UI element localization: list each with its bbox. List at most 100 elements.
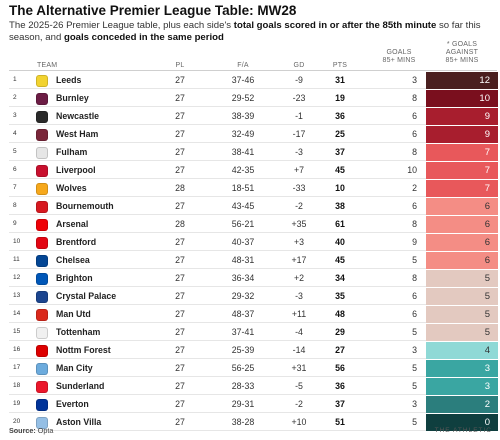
goal-difference-cell: -14: [292, 345, 306, 355]
played-cell: 27: [175, 381, 185, 391]
subtitle-bold1: total goals scored in or after the 85th …: [233, 20, 437, 31]
header-against: * GOALS AGAINST 85+ MINS: [426, 41, 498, 65]
points-cell: 45: [335, 255, 345, 265]
rank-cell: 15: [13, 328, 21, 335]
for-against-cell: 38-39: [231, 111, 255, 121]
played-cell: 27: [175, 291, 185, 301]
points-cell: 19: [335, 93, 345, 103]
points-cell: 45: [335, 165, 345, 175]
header-pts: PTS: [332, 62, 348, 69]
late-goals-against-cell: 6: [426, 252, 498, 269]
rank-cell: 13: [13, 292, 21, 299]
goal-difference-cell: +35: [291, 219, 307, 229]
played-cell: 27: [175, 147, 185, 157]
for-against-cell: 18-51: [231, 183, 255, 193]
late-goals-cell: 2: [412, 183, 417, 193]
header-against-line1: * GOALS: [446, 41, 478, 48]
goal-difference-cell: -4: [295, 327, 303, 337]
goal-difference-cell: +11: [291, 309, 307, 319]
points-cell: 56: [335, 363, 345, 373]
for-against-cell: 37-46: [231, 75, 255, 85]
team-name: Nottm Forest: [56, 345, 111, 355]
table-row: 13 Crystal Palace 27 29-32 -3 35 6 5: [0, 288, 500, 305]
team-name: Sunderland: [56, 381, 105, 391]
subtitle-bold2: goals conceded in the same period: [63, 31, 224, 43]
late-goals-against-cell: 7: [426, 180, 498, 197]
team-name: West Ham: [56, 129, 99, 139]
table-row: 10 Brentford 27 40-37 +3 40 9 6: [0, 234, 500, 251]
for-against-cell: 43-45: [231, 201, 255, 211]
row-divider: [9, 376, 426, 377]
table-row: 1 Leeds 27 37-46 -9 31 3 12: [0, 72, 500, 89]
team-name: Burnley: [56, 93, 89, 103]
row-divider: [9, 340, 426, 341]
late-goals-cell: 5: [412, 381, 417, 391]
for-against-cell: 38-41: [231, 147, 255, 157]
goal-difference-cell: -2: [295, 399, 303, 409]
row-divider: [9, 106, 426, 107]
crystal-palace-crest-icon: [36, 291, 48, 303]
row-divider: [9, 412, 426, 413]
rank-cell: 3: [13, 112, 17, 119]
points-cell: 38: [335, 201, 345, 211]
for-against-cell: 29-32: [231, 291, 255, 301]
played-cell: 28: [175, 183, 185, 193]
points-cell: 36: [335, 111, 345, 121]
late-goals-against-cell: 3: [426, 378, 498, 395]
late-goals-against-cell: 12: [426, 72, 498, 89]
rank-cell: 1: [13, 76, 17, 83]
late-goals-cell: 3: [412, 399, 417, 409]
points-cell: 48: [335, 309, 345, 319]
brand-logo: THE ATHLETIC: [434, 427, 492, 434]
team-name: Man City: [56, 363, 93, 373]
row-divider: [9, 394, 426, 395]
played-cell: 27: [175, 363, 185, 373]
points-cell: 37: [335, 147, 345, 157]
row-divider: [9, 232, 426, 233]
header-pl: PL: [175, 62, 185, 69]
row-divider: [9, 142, 426, 143]
row-divider: [9, 196, 426, 197]
team-name: Brighton: [56, 273, 93, 283]
team-name: Brentford: [56, 237, 97, 247]
for-against-cell: 25-39: [231, 345, 255, 355]
late-goals-cell: 8: [412, 93, 417, 103]
late-goals-against-cell: 0: [426, 414, 498, 431]
sunderland-crest-icon: [36, 381, 48, 393]
late-goals-cell: 8: [412, 147, 417, 157]
late-goals-cell: 9: [412, 237, 417, 247]
played-cell: 27: [175, 345, 185, 355]
table-row: 18 Sunderland 27 28-33 -5 36 5 3: [0, 378, 500, 395]
played-cell: 27: [175, 255, 185, 265]
table-row: 4 West Ham 27 32-49 -17 25 6 9: [0, 126, 500, 143]
points-cell: 51: [335, 417, 345, 427]
team-name: Liverpool: [56, 165, 96, 175]
row-divider: [9, 268, 426, 269]
late-goals-against-cell: 9: [426, 126, 498, 143]
for-against-cell: 40-37: [231, 237, 255, 247]
table-row: 17 Man City 27 56-25 +31 56 5 3: [0, 360, 500, 377]
team-name: Leeds: [56, 75, 82, 85]
chelsea-crest-icon: [36, 255, 48, 267]
table-row: 5 Fulham 27 38-41 -3 37 8 7: [0, 144, 500, 161]
header-gd: GD: [293, 62, 305, 69]
late-goals-cell: 6: [412, 291, 417, 301]
man-city-crest-icon: [36, 363, 48, 375]
played-cell: 27: [175, 75, 185, 85]
late-goals-against-cell: 4: [426, 342, 498, 359]
table-row: 20 Aston Villa 27 38-28 +10 51 5 0: [0, 414, 500, 431]
played-cell: 27: [175, 93, 185, 103]
late-goals-cell: 3: [412, 75, 417, 85]
points-cell: 61: [335, 219, 345, 229]
late-goals-against-cell: 5: [426, 324, 498, 341]
row-divider: [9, 358, 426, 359]
header-divider: [9, 70, 497, 71]
late-goals-cell: 6: [412, 309, 417, 319]
goal-difference-cell: +10: [291, 417, 307, 427]
points-cell: 34: [335, 273, 345, 283]
late-goals-against-cell: 6: [426, 234, 498, 251]
late-goals-against-cell: 2: [426, 396, 498, 413]
table-row: 16 Nottm Forest 27 25-39 -14 27 3 4: [0, 342, 500, 359]
played-cell: 27: [175, 111, 185, 121]
header-team: TEAM: [37, 62, 58, 69]
